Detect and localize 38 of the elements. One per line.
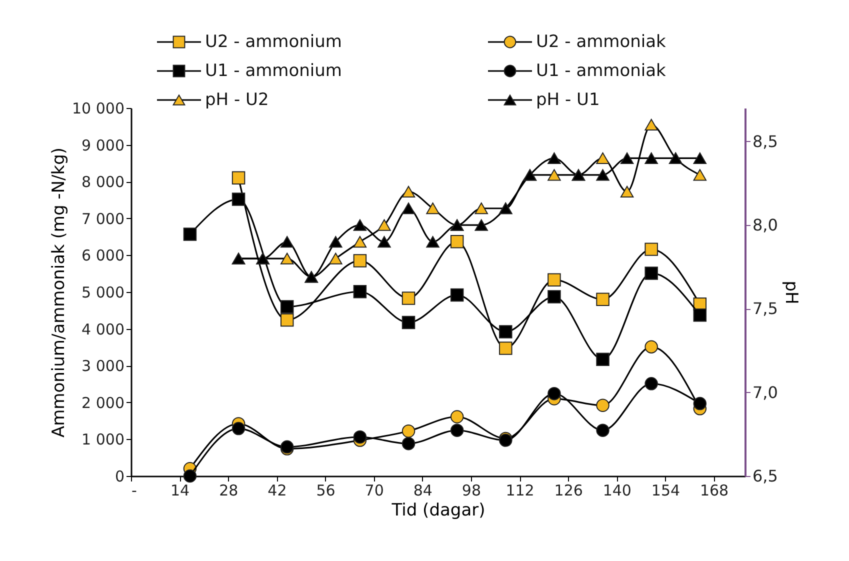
x-tick-label: 14 xyxy=(170,482,190,500)
y2-tick-label: 8,5 xyxy=(752,132,778,151)
x-tick-label: 126 xyxy=(554,482,583,500)
x-tick-label: 56 xyxy=(316,482,336,500)
y-tick-label: 8 000 xyxy=(82,173,124,192)
legend-label: U1 - ammonium xyxy=(205,61,342,81)
y2-tick-label: 6,5 xyxy=(752,466,778,486)
y2-tick-label: 7,0 xyxy=(752,382,778,402)
legend-label: pH - U1 xyxy=(536,90,600,110)
y-tick-label: 1 000 xyxy=(82,430,124,449)
y-tick-label: 4 000 xyxy=(82,320,124,338)
legend-label: U2 - ammonium xyxy=(205,32,342,52)
y-tick-label: 9 000 xyxy=(82,136,124,154)
x-tick-label: 70 xyxy=(364,482,384,500)
y-tick-label: 0 xyxy=(114,468,124,486)
x-tick-label: 84 xyxy=(413,482,432,500)
y2-axis-title: pH xyxy=(780,280,801,304)
y-tick-label: 10 000 xyxy=(72,100,124,118)
y-axis-title: Ammonium/ammoniak (mg -N/kg) xyxy=(49,147,70,438)
y-tick-label: 2 000 xyxy=(82,394,124,412)
y-tick-label: 3 000 xyxy=(82,357,124,376)
x-tick-label: 154 xyxy=(651,482,680,500)
x-tick-label: 98 xyxy=(462,482,481,500)
y2-tick-label: 8,0 xyxy=(752,216,778,235)
legend-label: pH - U2 xyxy=(205,90,269,110)
x-tick-label: 140 xyxy=(602,482,632,500)
y2-tick-label: 7,5 xyxy=(752,299,778,318)
x-tick-label: 168 xyxy=(700,482,729,500)
legend-label: U2 - ammoniak xyxy=(536,32,666,52)
legend-label: U1 - ammoniak xyxy=(536,61,666,81)
x-tick-label: 42 xyxy=(268,482,287,500)
x-axis-title: Tid (dagar) xyxy=(390,500,486,520)
y-tick-label: 6 000 xyxy=(82,246,124,265)
y-tick-label: 5 000 xyxy=(82,284,124,302)
y-tick-label: 7 000 xyxy=(82,210,124,228)
x-tick-label: 28 xyxy=(219,482,238,500)
x-tick-label: - xyxy=(132,482,137,500)
x-tick-label: 112 xyxy=(506,482,534,500)
